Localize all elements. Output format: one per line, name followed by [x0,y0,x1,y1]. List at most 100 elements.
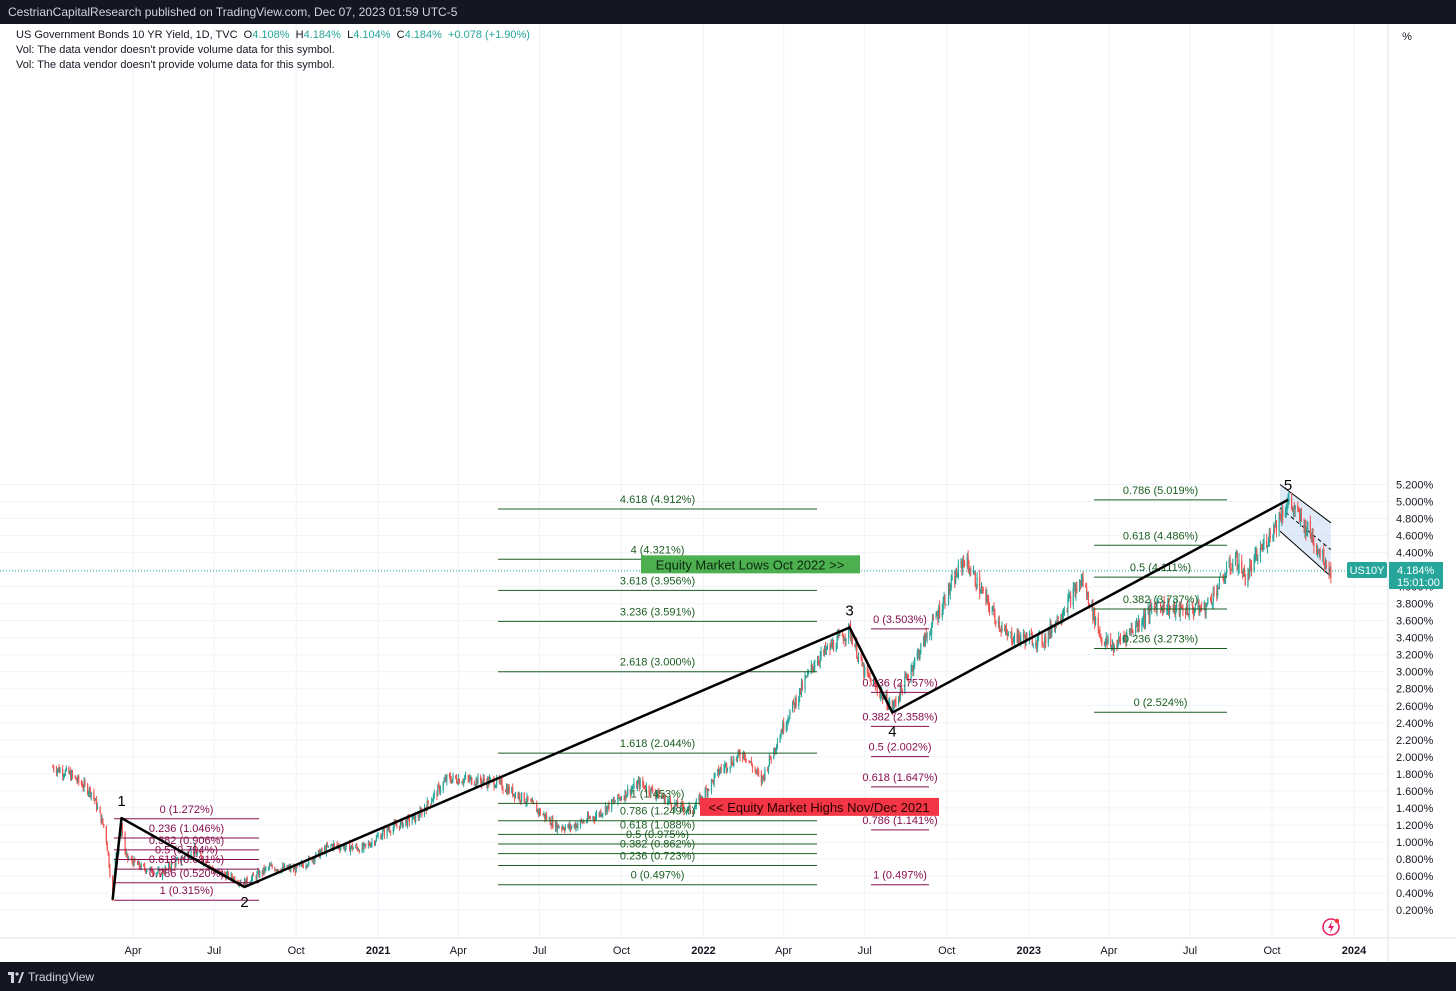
candle-body [1188,604,1190,616]
candle-body [619,797,621,799]
candle-body [548,818,550,820]
candle-body [1324,564,1327,567]
candle-body [1118,637,1120,644]
candle-body [108,854,110,867]
candle-body [1094,608,1096,625]
candle-body [53,767,55,771]
symbol-tag [1347,561,1387,578]
candle-body [692,811,694,814]
candle-body [961,561,963,570]
fib-level-label: 0.382 (3.737%) [1123,594,1198,606]
time-axis: Apr Jul Oct 2021 Apr Jul Oct 2022 Apr Jul Oct 2023 A… [125,945,1368,957]
candle-body [246,877,248,884]
fib-level-label: 0.618 (4.486%) [1123,530,1198,542]
candle-body [891,701,893,711]
candle-body [755,770,757,772]
candle-body [957,563,959,577]
candle-body [552,819,554,828]
candle-body [336,843,338,846]
candle-body [109,866,111,877]
candle-body [1201,607,1203,609]
candle-body [713,775,715,784]
candle-body [1281,510,1283,521]
candle-body [686,810,689,811]
candle-body [426,800,428,811]
candle-body [1123,636,1125,638]
percent-scale-button[interactable]: % [1402,31,1412,43]
candle-body [1305,521,1307,536]
wave-label-2: 2 [240,894,248,911]
fib-level-label: 0.618 (0.681%) [149,854,224,866]
time-tick-label: Jul [532,945,546,957]
candle-body [611,799,614,802]
candle-body [1300,514,1303,520]
candle-body [762,775,764,777]
candle-body [823,650,825,653]
candle-body [151,867,153,874]
candles [52,492,1332,902]
candle-body [1066,610,1068,612]
candle-body [1217,587,1219,596]
candle-body [807,672,809,677]
price-tick-label: 1.800% [1396,769,1434,781]
candle-body [942,601,944,610]
candle-body [1194,608,1196,611]
candle-body [586,814,589,821]
candle-body [749,761,751,763]
candle-body [836,636,838,649]
candle-body [775,749,777,752]
fib-level-label: 1 (1.453%) [631,788,685,800]
price-tick-label: 4.800% [1396,514,1434,526]
fib-level-label: 0.618 (1.647%) [862,772,937,784]
candle-body [704,788,706,799]
candle-body [448,774,451,777]
candle-body [914,658,916,666]
candle-body [775,747,778,750]
candle-body [919,652,921,658]
candle-body [911,665,913,671]
candle-body [470,777,472,779]
candle-body [1085,585,1087,588]
candle-body [1280,518,1282,521]
candle-body [757,770,759,773]
candle-body [77,776,79,782]
candle-body [1116,645,1118,649]
candle-body [264,868,266,873]
candle-body [1285,510,1287,512]
candle-body [1010,632,1012,633]
candle-body [1018,630,1020,638]
candle-body [869,677,871,679]
candle-body [949,588,951,593]
candle-body [245,877,247,886]
candle-body [156,872,158,874]
price-tick-label: 0.800% [1396,854,1434,866]
candle-body [680,802,682,810]
candle-body [963,561,966,566]
candle-body [904,675,906,694]
candle-body [917,651,919,653]
candle-body [1273,524,1275,536]
tradingview-logo[interactable]: TradingView [8,970,94,984]
annotations: Equity Market Lows Oct 2022 >> << Equity … [641,555,939,816]
candle-body [1292,508,1295,511]
candle-body [299,863,301,867]
candle-body [774,747,776,752]
candle-body [780,732,782,737]
candle-body [725,763,727,766]
candle-body [1213,590,1215,592]
candle-body [985,590,987,602]
candle-body [845,638,847,641]
time-tick-label: Oct [288,945,305,957]
candle-body [975,584,977,589]
candle-body [1259,547,1262,558]
candle-body [476,778,478,785]
candle-body [69,771,71,774]
price-chart[interactable]: 0.200% 0.400% 0.600% 0.800% 1.000% 1.200% 1.40… [0,24,1456,962]
candle-body [986,595,988,602]
equity-lows-banner [641,555,860,574]
candle-body [843,639,845,641]
candle-body [1232,563,1234,570]
plot-area[interactable]: 0.200% 0.400% 0.600% 0.800% 1.000% 1.200% 1.40… [0,24,1456,962]
candle-body [58,767,60,773]
candle-body [439,785,441,792]
